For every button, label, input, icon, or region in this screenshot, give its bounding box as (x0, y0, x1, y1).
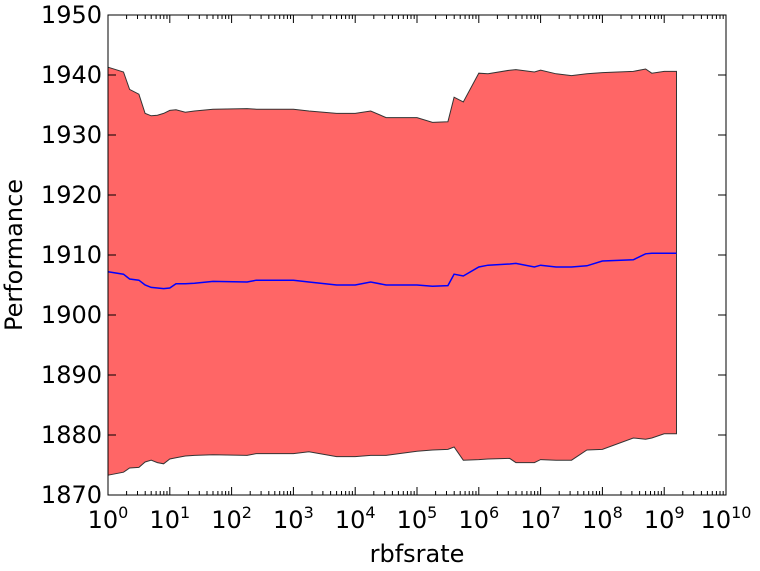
x-tick-label: 105 (397, 503, 438, 534)
mean-line (107, 252, 677, 290)
y-tick-label: 1920 (41, 181, 102, 209)
x-tick-label: 108 (582, 503, 623, 534)
tick-marks (107, 14, 727, 496)
y-tick-label: 1940 (41, 61, 102, 89)
y-tick-label: 1950 (41, 1, 102, 29)
x-axis-label: rbfsrate (370, 540, 465, 568)
y-axis-label: Performance (0, 179, 28, 331)
y-tick-label: 1880 (41, 421, 102, 449)
x-tick-label: 103 (273, 503, 314, 534)
y-tick-label: 1870 (41, 481, 102, 509)
x-tick-label: 106 (458, 503, 499, 534)
x-tick-label: 102 (211, 503, 252, 534)
plot-area (107, 66, 677, 476)
x-tick-label: 100 (88, 503, 129, 534)
confidence-band (107, 66, 677, 476)
x-tick-label: 101 (149, 503, 190, 534)
x-tick-label: 104 (335, 503, 376, 534)
y-tick-label: 1900 (41, 301, 102, 329)
y-tick-label: 1910 (41, 241, 102, 269)
x-tick-label: 109 (644, 503, 685, 534)
y-tick-label: 1890 (41, 361, 102, 389)
y-tick-label: 1930 (41, 121, 102, 149)
x-tick-label: 107 (520, 503, 561, 534)
tick-labels: 1870 1880 1890 1900 1910 1920 1930 1940 1950 100 1… (41, 1, 752, 534)
x-tick-label: 1010 (701, 503, 752, 534)
